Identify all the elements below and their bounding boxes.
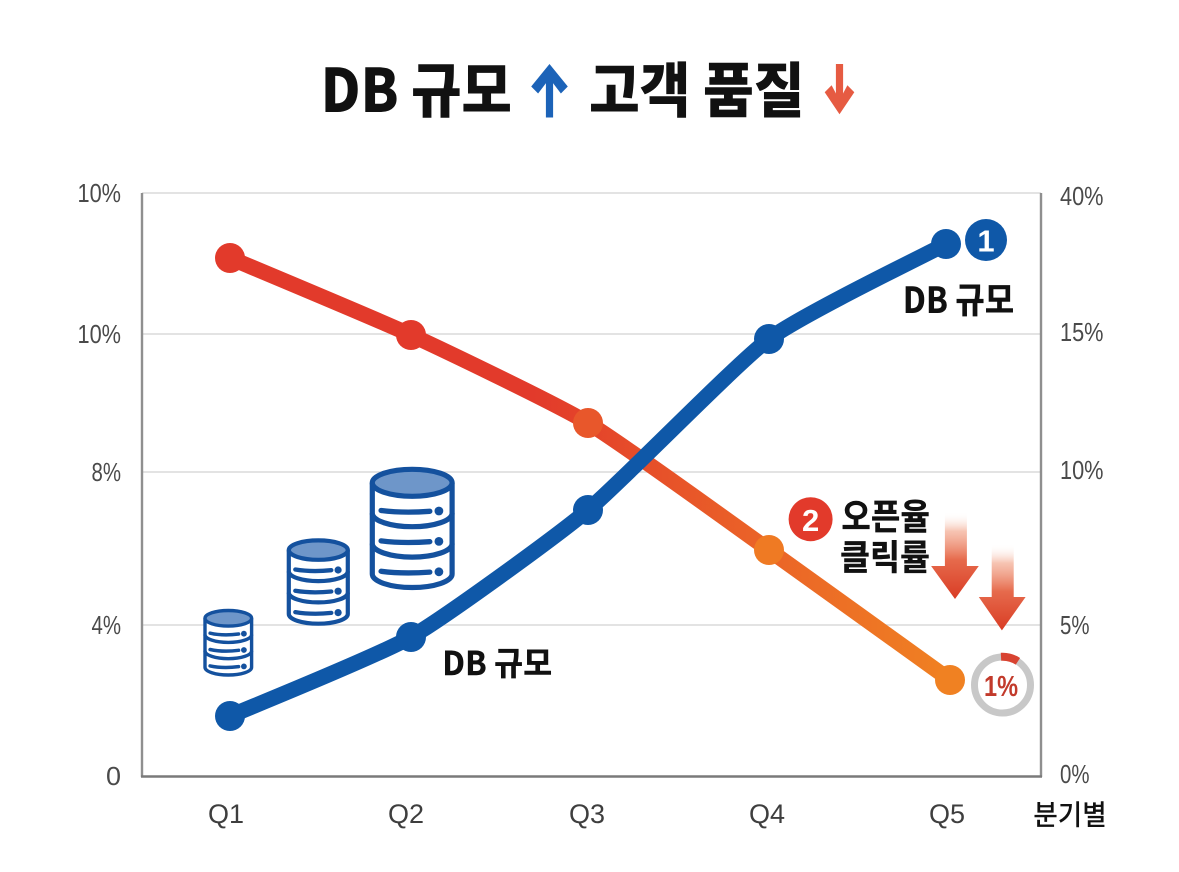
svg-text:4%: 4% <box>92 610 122 640</box>
svg-text:Q2: Q2 <box>388 799 424 829</box>
svg-text:40%: 40% <box>1060 181 1104 211</box>
svg-text:1%: 1% <box>984 671 1018 703</box>
svg-text:5%: 5% <box>1060 610 1090 640</box>
svg-text:0: 0 <box>106 761 121 791</box>
svg-text:1: 1 <box>977 224 994 259</box>
svg-text:2: 2 <box>802 503 819 538</box>
svg-text:Q5: Q5 <box>929 799 965 829</box>
svg-text:Q1: Q1 <box>208 799 244 829</box>
svg-text:8%: 8% <box>92 457 122 487</box>
svg-text:10%: 10% <box>78 178 122 208</box>
svg-text:Q4: Q4 <box>749 799 785 829</box>
svg-text:10%: 10% <box>78 319 122 349</box>
svg-text:0%: 0% <box>1060 759 1090 789</box>
svg-text:10%: 10% <box>1060 455 1104 485</box>
svg-text:Q3: Q3 <box>569 799 605 829</box>
svg-text:15%: 15% <box>1060 317 1104 347</box>
